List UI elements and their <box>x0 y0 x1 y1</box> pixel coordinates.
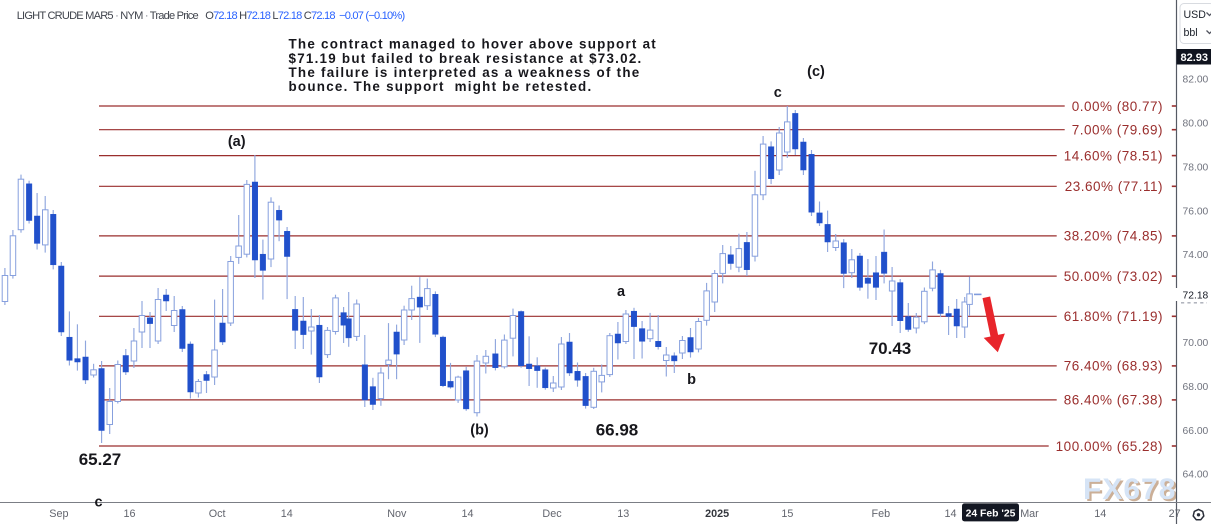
svg-text:24 Feb '25: 24 Feb '25 <box>966 509 1016 520</box>
svg-text:bbl: bbl <box>1184 27 1198 39</box>
svg-text:70.43: 70.43 <box>869 339 912 358</box>
svg-text:72.18: 72.18 <box>1183 291 1209 302</box>
svg-text:76.00: 76.00 <box>1183 206 1209 217</box>
svg-text:14.60% (78.51): 14.60% (78.51) <box>1064 148 1163 163</box>
svg-text:61.80% (71.19): 61.80% (71.19) <box>1064 309 1163 324</box>
svg-text:66.98: 66.98 <box>596 420 639 439</box>
svg-text:74.00: 74.00 <box>1183 250 1209 261</box>
svg-text:82.00: 82.00 <box>1183 75 1209 86</box>
svg-text:64.00: 64.00 <box>1183 470 1209 481</box>
svg-text:7.00% (79.69): 7.00% (79.69) <box>1072 123 1163 138</box>
svg-text:68.00: 68.00 <box>1183 382 1209 393</box>
svg-text:$71.19 but failed to break res: $71.19 but failed to break resistance at… <box>289 51 643 66</box>
svg-text:bounce. The support might be: bounce. The support might be retested. <box>289 79 593 94</box>
svg-text:13: 13 <box>617 508 629 520</box>
svg-text:Dec: Dec <box>542 508 562 520</box>
svg-text:50.00% (73.02): 50.00% (73.02) <box>1064 269 1163 284</box>
svg-text:14: 14 <box>461 508 473 520</box>
svg-text:66.00: 66.00 <box>1183 426 1209 437</box>
svg-text:Oct: Oct <box>209 508 226 520</box>
svg-text:c: c <box>774 85 782 101</box>
svg-text:a: a <box>617 284 626 300</box>
svg-text:Sep: Sep <box>49 508 68 520</box>
svg-text:14: 14 <box>281 508 293 520</box>
svg-text:86.40% (67.38): 86.40% (67.38) <box>1064 393 1163 408</box>
svg-text:14: 14 <box>944 508 956 520</box>
svg-text:65.27: 65.27 <box>79 450 122 469</box>
svg-text:Mar: Mar <box>1020 508 1039 520</box>
svg-text:(c): (c) <box>807 64 825 80</box>
svg-text:82.93: 82.93 <box>1181 52 1209 64</box>
svg-text:Feb: Feb <box>871 508 890 520</box>
svg-text:USD: USD <box>1184 9 1207 21</box>
svg-text:(b): (b) <box>470 422 489 438</box>
svg-text:100.00% (65.28): 100.00% (65.28) <box>1056 439 1163 454</box>
svg-text:80.00: 80.00 <box>1183 119 1209 130</box>
svg-text:The contract managed to hover: The contract managed to hover above supp… <box>289 37 658 52</box>
svg-text:c: c <box>94 494 102 510</box>
svg-text:FX678: FX678 <box>1083 473 1176 506</box>
svg-text:27: 27 <box>1169 508 1181 520</box>
svg-text:LIGHT CRUDE MAR5 · NYM · Trade: LIGHT CRUDE MAR5 · NYM · Trade Price O72… <box>17 10 405 22</box>
svg-text:14: 14 <box>1094 508 1106 520</box>
svg-text:(a): (a) <box>228 134 246 150</box>
svg-text:Nov: Nov <box>387 508 407 520</box>
svg-text:The failure is interpreted as: The failure is interpreted as a weakness… <box>289 65 641 80</box>
svg-text:70.00: 70.00 <box>1183 338 1209 349</box>
svg-text:38.20% (74.85): 38.20% (74.85) <box>1064 229 1163 244</box>
svg-text:b: b <box>687 372 696 388</box>
svg-text:0.00% (80.77): 0.00% (80.77) <box>1072 99 1163 114</box>
svg-text:78.00: 78.00 <box>1183 162 1209 173</box>
svg-text:76.40% (68.93): 76.40% (68.93) <box>1064 359 1163 374</box>
svg-text:23.60% (77.11): 23.60% (77.11) <box>1065 179 1163 194</box>
svg-text:2025: 2025 <box>705 508 729 520</box>
svg-text:15: 15 <box>781 508 793 520</box>
svg-text:16: 16 <box>123 508 135 520</box>
